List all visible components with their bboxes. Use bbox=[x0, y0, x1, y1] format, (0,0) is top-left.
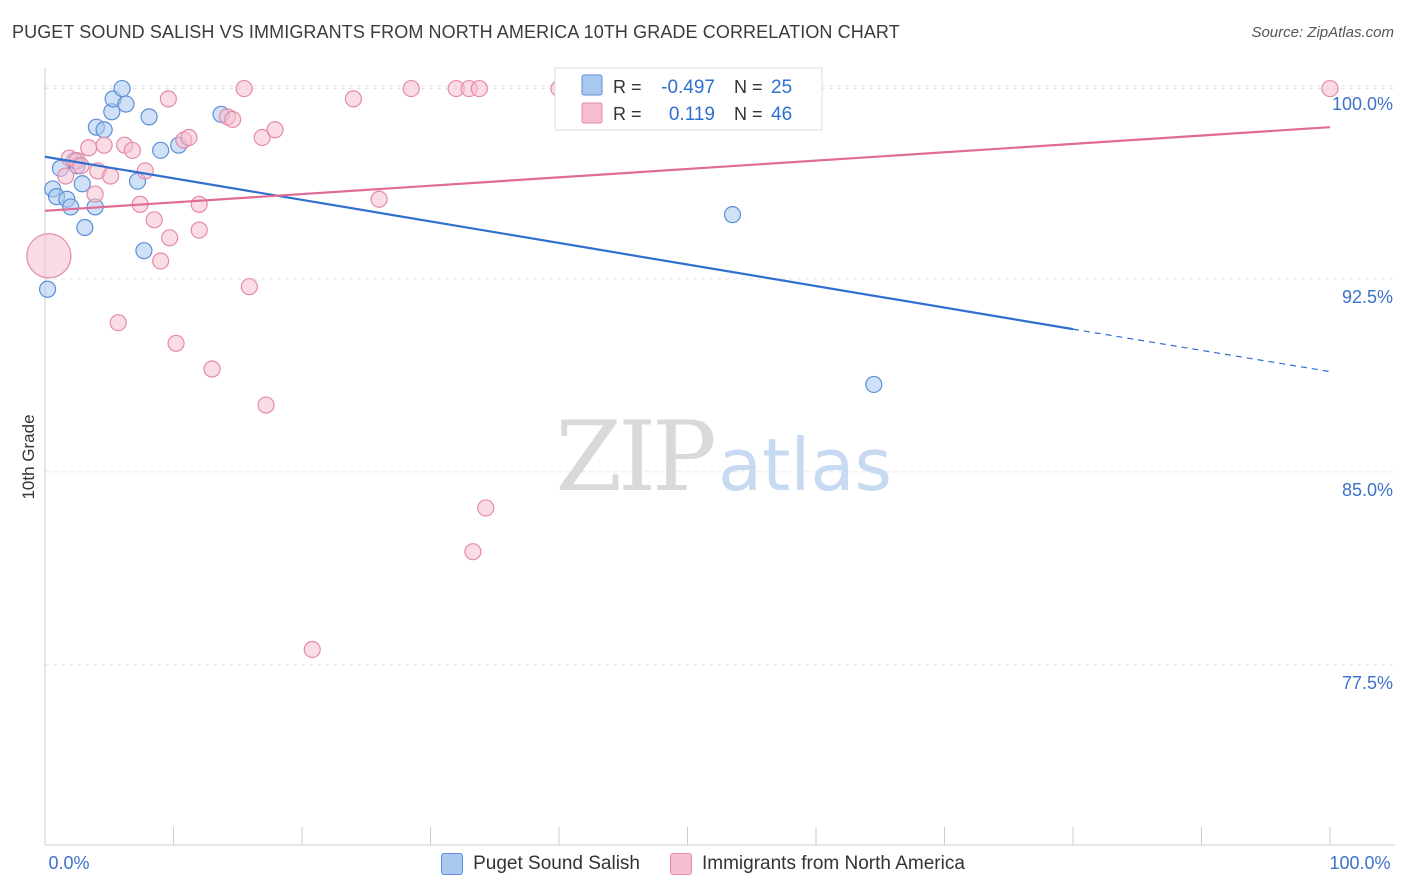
stats-swatch-blue bbox=[581, 74, 603, 96]
point-immigrants-north-america bbox=[190, 221, 208, 239]
point-immigrants-north-america bbox=[72, 157, 90, 175]
point-immigrants-north-america bbox=[167, 334, 185, 352]
point-immigrants-north-america bbox=[253, 128, 271, 147]
stats-box: R = -0.497 N = 25 R = 0.119 N = 46 bbox=[554, 67, 823, 131]
point-immigrants-north-america bbox=[224, 110, 242, 129]
stats-r-label-2: R = bbox=[613, 104, 642, 124]
point-immigrants-north-america bbox=[123, 141, 141, 159]
point-immigrants-north-america bbox=[1321, 79, 1339, 98]
stats-r-label-1: R = bbox=[613, 77, 642, 97]
point-immigrants-north-america bbox=[303, 640, 321, 659]
legend-label: Immigrants from North America bbox=[702, 853, 965, 874]
trend-layer bbox=[44, 126, 1331, 373]
legend-swatch-pink bbox=[670, 853, 692, 875]
point-puget-sound-salish bbox=[38, 280, 57, 298]
point-immigrants-north-america bbox=[477, 499, 495, 517]
point-puget-sound-salish bbox=[95, 121, 113, 139]
x-tick-label: 100.0% bbox=[1329, 853, 1390, 873]
stats-n-label-2: N = bbox=[734, 104, 763, 124]
legend-item-puget-sound-salish[interactable]: Puget Sound Salish bbox=[441, 853, 640, 875]
watermark-atlas: atlas bbox=[718, 423, 892, 507]
point-puget-sound-salish bbox=[135, 242, 153, 260]
watermark-zip: ZIP bbox=[555, 401, 714, 513]
point-puget-sound-salish bbox=[113, 79, 131, 98]
x-tick-label: 0.0% bbox=[48, 853, 89, 873]
point-immigrants-north-america bbox=[136, 162, 154, 180]
point-immigrants-north-america bbox=[203, 360, 221, 378]
point-immigrants-north-america bbox=[161, 229, 179, 247]
point-immigrants-north-america bbox=[159, 90, 177, 108]
stats-n-value-2: 46 bbox=[771, 104, 792, 125]
point-immigrants-north-america bbox=[152, 252, 170, 270]
source-label: Source: ZipAtlas.com bbox=[1251, 24, 1394, 41]
grid-layer bbox=[45, 85, 1395, 666]
point-immigrants-north-america bbox=[180, 128, 198, 147]
point-immigrants-north-america bbox=[109, 314, 127, 332]
stats-n-value-1: 25 bbox=[771, 77, 792, 98]
point-immigrants-north-america bbox=[26, 233, 72, 279]
point-immigrants-north-america bbox=[370, 190, 388, 208]
point-immigrants-north-america bbox=[470, 79, 488, 98]
tick-label-layer: 77.5% 85.0% 92.5% 100.0% 0.0% 100.0% bbox=[48, 94, 1393, 873]
stats-r-value-1: -0.497 bbox=[661, 77, 715, 98]
point-immigrants-north-america bbox=[344, 90, 362, 108]
point-immigrants-north-america bbox=[402, 79, 420, 98]
chart-title: PUGET SOUND SALISH VS IMMIGRANTS FROM NO… bbox=[12, 22, 900, 42]
point-immigrants-north-america bbox=[190, 195, 208, 213]
point-immigrants-north-america bbox=[464, 543, 482, 561]
stats-r-value-2: 0.119 bbox=[669, 104, 715, 125]
point-puget-sound-salish bbox=[865, 375, 883, 394]
point-immigrants-north-america bbox=[257, 396, 275, 414]
y-tick-label: 77.5% bbox=[1342, 673, 1393, 693]
point-immigrants-north-america bbox=[101, 167, 120, 185]
point-immigrants-north-america bbox=[80, 139, 98, 157]
point-puget-sound-salish bbox=[117, 95, 135, 113]
point-puget-sound-salish bbox=[62, 198, 80, 216]
trendline-immigrants-north-america bbox=[44, 126, 1331, 212]
point-puget-sound-salish bbox=[73, 175, 91, 193]
point-puget-sound-salish bbox=[152, 141, 170, 159]
y-tick-label: 100.0% bbox=[1332, 94, 1393, 114]
trendline-puget-sound-salish bbox=[44, 155, 1074, 331]
axis-layer bbox=[44, 68, 1395, 846]
stats-swatch-pink bbox=[581, 102, 603, 124]
stats-n-label-1: N = bbox=[734, 77, 763, 97]
legend: Puget Sound Salish Immigrants from North… bbox=[0, 853, 1406, 875]
point-immigrants-north-america bbox=[266, 121, 284, 139]
legend-label: Puget Sound Salish bbox=[473, 853, 640, 874]
y-axis-label: 10th Grade bbox=[19, 414, 38, 499]
point-immigrants-north-america bbox=[235, 79, 253, 98]
point-puget-sound-salish bbox=[140, 108, 158, 126]
point-puget-sound-salish bbox=[76, 218, 94, 237]
point-immigrants-north-america bbox=[145, 211, 163, 229]
point-immigrants-north-america bbox=[95, 136, 113, 154]
legend-swatch-blue bbox=[441, 853, 464, 875]
y-tick-label: 92.5% bbox=[1342, 287, 1393, 307]
points-layer bbox=[26, 79, 1339, 659]
point-immigrants-north-america bbox=[86, 185, 104, 203]
point-immigrants-north-america bbox=[56, 167, 75, 185]
legend-item-immigrants-north-america[interactable]: Immigrants from North America bbox=[670, 853, 965, 875]
y-tick-label: 85.0% bbox=[1342, 480, 1393, 500]
point-immigrants-north-america bbox=[240, 278, 258, 296]
point-puget-sound-salish bbox=[723, 206, 742, 224]
trendline-puget-sound-salish-extension bbox=[1072, 328, 1331, 373]
